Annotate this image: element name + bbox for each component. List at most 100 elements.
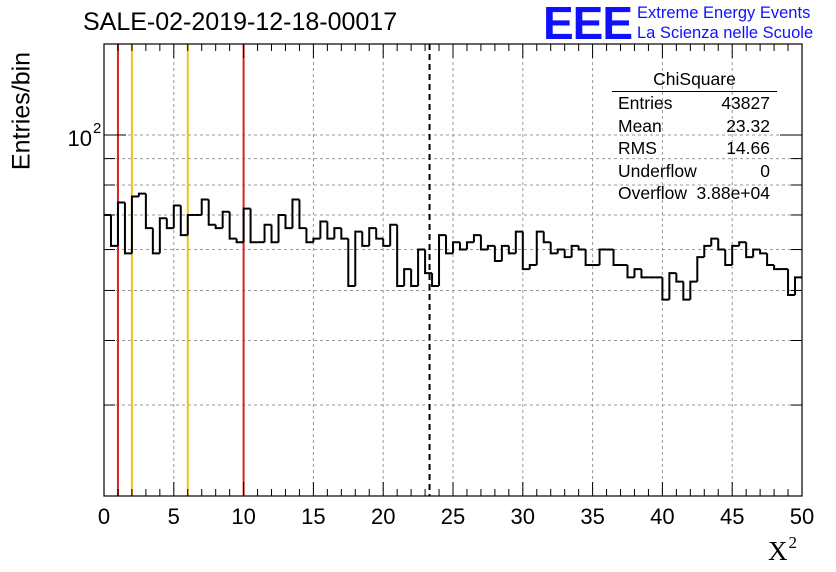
histogram-bin (228, 211, 237, 240)
histogram-bin (221, 210, 230, 229)
histogram-bin (507, 245, 516, 255)
histogram-bin (291, 198, 300, 229)
histogram-bin (452, 241, 460, 254)
histogram-bin (319, 220, 328, 239)
histogram-bin (528, 264, 537, 270)
histogram-bin (333, 227, 342, 239)
histogram-bin (668, 272, 677, 300)
histogram-bin (200, 198, 209, 215)
histogram-bin (277, 213, 286, 243)
y-tick-label: 10 (68, 126, 92, 151)
histogram-bin (144, 193, 153, 230)
histogram-bin (479, 235, 488, 251)
histogram-bin (263, 223, 272, 243)
histogram-bin (116, 201, 125, 246)
y-axis-ticks: 10 2 (68, 120, 802, 497)
histogram-bin (396, 224, 405, 288)
histogram-bin (382, 238, 391, 247)
stats-key: Mean (618, 115, 662, 136)
x-tick-label: 5 (168, 504, 180, 529)
histogram-bin (577, 245, 586, 251)
histogram-bin (305, 228, 314, 244)
histogram-bin (724, 249, 733, 267)
eee-logo: EEE (543, 0, 633, 49)
histogram-bin (130, 195, 139, 254)
histogram-bin (542, 231, 551, 244)
histogram-bin (682, 281, 691, 301)
histogram-bin (368, 227, 377, 246)
histogram-bin (472, 234, 481, 243)
histogram-bin (326, 221, 335, 240)
histogram-bin (403, 268, 412, 287)
stats-value: 43827 (721, 93, 770, 113)
histogram-bin (158, 217, 167, 254)
histogram-bin (340, 228, 349, 240)
stats-row-underflow: Underflow 0 (612, 160, 777, 183)
histogram-bin (521, 231, 530, 271)
stats-title: ChiSquare (612, 67, 777, 92)
histogram-bin (458, 242, 467, 251)
histogram-bin (731, 244, 740, 266)
logo-line-2: La Scienza nelle Scuole (637, 24, 814, 42)
reference-lines (116, 44, 431, 496)
histogram-bin (549, 242, 558, 255)
stats-key: Overflow (618, 183, 688, 203)
y-axis-label-box: Entries/bin (7, 38, 37, 183)
y-axis-label: Entries/bin (7, 51, 36, 170)
x-tick-label: 20 (371, 504, 395, 529)
histogram-bin (431, 273, 440, 288)
histogram-bin (612, 249, 621, 267)
histogram-bin (794, 276, 802, 295)
histogram-bin (556, 248, 565, 254)
x-tick-label: 10 (231, 504, 255, 529)
x-axis-label-superscript: 2 (788, 533, 798, 552)
histogram-bin (375, 228, 384, 240)
histogram-bin (235, 238, 244, 244)
stats-key: RMS (618, 138, 657, 158)
histogram-bin (633, 268, 642, 278)
histogram-bin (752, 248, 761, 258)
histogram-bin (500, 244, 509, 262)
stats-row-mean: Mean 23.32 (612, 115, 777, 138)
histogram-bin (172, 204, 181, 229)
x-tick-label: 35 (580, 504, 604, 529)
histogram-bin (207, 199, 216, 226)
histogram-bin (759, 249, 768, 255)
stats-value: 14.66 (726, 138, 770, 158)
histogram-bin (535, 230, 544, 266)
stats-box: ChiSquare Entries 43827 Mean 23.32 RMS 1… (612, 67, 777, 205)
histogram-bin (424, 249, 433, 275)
stats-value: 3.88e+04 (696, 183, 770, 203)
histogram-bin (738, 241, 747, 246)
histogram-bin (675, 273, 684, 283)
histogram-bin (661, 277, 670, 301)
x-tick-label: 30 (511, 504, 535, 529)
histogram-bin (640, 269, 649, 279)
histogram-bin (347, 238, 356, 288)
histogram-bin (242, 207, 251, 243)
x-tick-label: 50 (790, 504, 814, 529)
x-axis-ticks: 0 5 10 15 20 25 30 35 40 45 50 (98, 44, 814, 529)
x-tick-label: 45 (720, 504, 744, 529)
histogram-bin (389, 223, 398, 246)
histogram-bin (598, 248, 607, 266)
histogram-bin (179, 205, 188, 237)
histogram-bin (703, 244, 712, 258)
stats-key: Underflow (618, 160, 697, 181)
histogram-bin (563, 249, 572, 259)
histogram-bin (109, 214, 118, 247)
x-tick-label: 15 (301, 504, 325, 529)
histogram-bin (438, 234, 447, 287)
histogram-bin (186, 213, 195, 236)
x-tick-label: 25 (441, 504, 465, 529)
histogram-bin (361, 231, 370, 247)
histogram-bin (137, 192, 146, 197)
histogram-bin (214, 224, 223, 230)
histogram-bin (773, 265, 782, 271)
histogram-bin (417, 248, 426, 287)
histogram-bin (745, 242, 754, 259)
stats-value: 23.32 (726, 115, 770, 136)
histogram-bin (445, 235, 453, 255)
stats-row-rms: RMS 14.66 (612, 137, 777, 160)
